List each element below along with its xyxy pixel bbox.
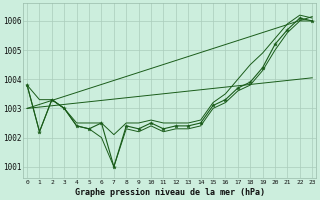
X-axis label: Graphe pression niveau de la mer (hPa): Graphe pression niveau de la mer (hPa): [75, 188, 265, 197]
